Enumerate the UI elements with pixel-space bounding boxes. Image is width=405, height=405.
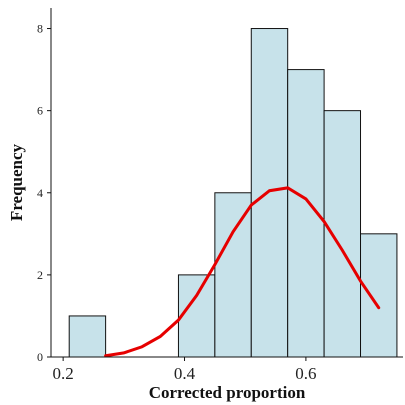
density-curve — [104, 186, 381, 358]
x-tick-label: 0.4 — [174, 364, 196, 383]
histogram-bar-4 — [214, 192, 252, 358]
x-tick-label: 0.2 — [53, 364, 74, 383]
x-tick-label: 0.6 — [295, 364, 316, 383]
y-tick-label: 4 — [37, 186, 43, 200]
y-tick-label: 8 — [37, 22, 43, 36]
histogram-bar-7 — [323, 110, 362, 358]
y-axis-title: Frequency — [7, 143, 26, 221]
histogram-bar-5 — [250, 28, 289, 358]
histogram-bar-8 — [360, 233, 398, 358]
y-axis-ticks: 0 2 4 6 8 — [37, 22, 51, 364]
histogram-bar-0 — [68, 315, 107, 358]
y-tick-label: 6 — [37, 104, 43, 118]
x-axis-ticks: 0.2 0.4 0.6 — [53, 357, 317, 383]
y-tick-label: 2 — [37, 268, 43, 282]
y-tick-label: 0 — [37, 350, 43, 364]
histogram-bars — [68, 28, 398, 358]
x-axis-title: Corrected proportion — [149, 383, 306, 402]
histogram-bar-3 — [177, 274, 216, 358]
